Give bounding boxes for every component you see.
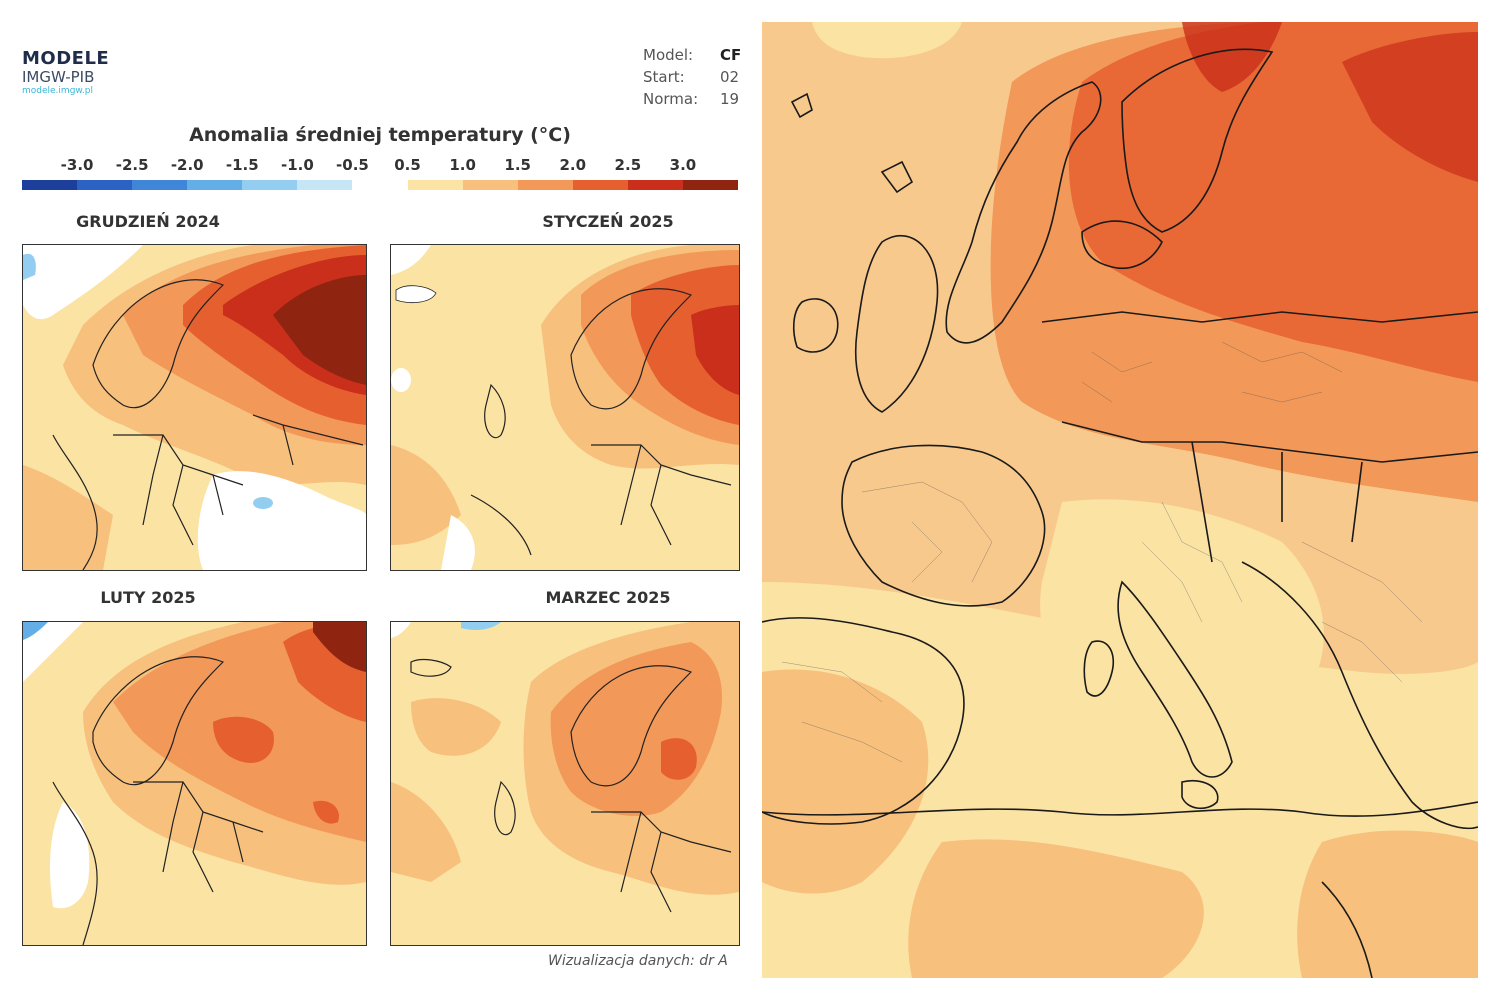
legend-swatch xyxy=(407,180,463,190)
legend-tick-label: -1.5 xyxy=(225,156,259,174)
legend-tick-label: 1.0 xyxy=(449,156,476,174)
legend-tick-labels: -3.0 -2.5 -2.0 -1.5 -1.0 -0.5 0.5 1.0 1.5 2.0 2.5 3… xyxy=(22,156,738,176)
legend-swatch xyxy=(352,180,408,190)
legend-swatch xyxy=(462,180,518,190)
meta-start-value: 02 xyxy=(720,68,740,86)
legend-tick-label: 2.5 xyxy=(614,156,642,174)
panel-title-styczen: STYCZEŃ 2025 xyxy=(542,212,674,231)
visualization-credit: Wizualizacja danych: dr A xyxy=(548,953,728,969)
meta-norma-value: 19 xyxy=(720,90,740,108)
legend-tick-label: -2.5 xyxy=(115,156,149,174)
map-styczen-2025 xyxy=(390,244,740,571)
legend-tick-label: 2.0 xyxy=(559,156,587,174)
legend-swatch xyxy=(572,180,628,190)
legend-tick-label: -0.5 xyxy=(336,156,369,174)
logo-title: MODELE xyxy=(22,48,110,69)
panel-title-grudzien: GRUDZIEŃ 2024 xyxy=(76,212,220,231)
meta-start-label: Start: xyxy=(643,68,685,86)
legend-swatch xyxy=(297,180,353,190)
legend-swatch xyxy=(517,180,573,190)
legend-tick-label: 0.5 xyxy=(394,156,421,174)
europe-anomaly-map-zoomed xyxy=(762,22,1478,978)
logo-subtitle: IMGW-PIB xyxy=(22,68,95,86)
legend-tick-label: 3.0 xyxy=(669,156,697,174)
legend-swatch xyxy=(187,180,243,190)
meta-norma-label: Norma: xyxy=(643,90,699,108)
map-luty-2025 xyxy=(22,621,367,946)
meta-model-label: Model: xyxy=(643,46,694,64)
panel-title-marzec: MARZEC 2025 xyxy=(545,588,671,607)
legend-title: Anomalia średniej temperatury (°C) xyxy=(189,124,571,146)
logo-url: modele.imgw.pl xyxy=(22,86,94,96)
legend-swatch xyxy=(627,180,683,190)
panel-title-luty: LUTY 2025 xyxy=(100,588,196,607)
seasonal-forecast-panel: MODELE IMGW-PIB modele.imgw.pl Model: CF… xyxy=(22,46,742,969)
map-grudzien-2024 xyxy=(22,244,367,571)
legend-swatch xyxy=(77,180,133,190)
legend-color-bar xyxy=(22,180,739,190)
legend-tick-label: 1.5 xyxy=(504,156,531,174)
legend-swatch xyxy=(682,180,739,190)
legend-tick-label: -3.0 xyxy=(60,156,94,174)
meta-model-value: CF xyxy=(720,46,742,64)
legend-swatch xyxy=(132,180,188,190)
legend-swatch xyxy=(242,180,298,190)
map-marzec-2025 xyxy=(390,621,740,946)
legend-tick-label: -1.0 xyxy=(280,156,314,174)
legend-tick-label: -2.0 xyxy=(170,156,204,174)
legend-swatch xyxy=(22,180,78,190)
